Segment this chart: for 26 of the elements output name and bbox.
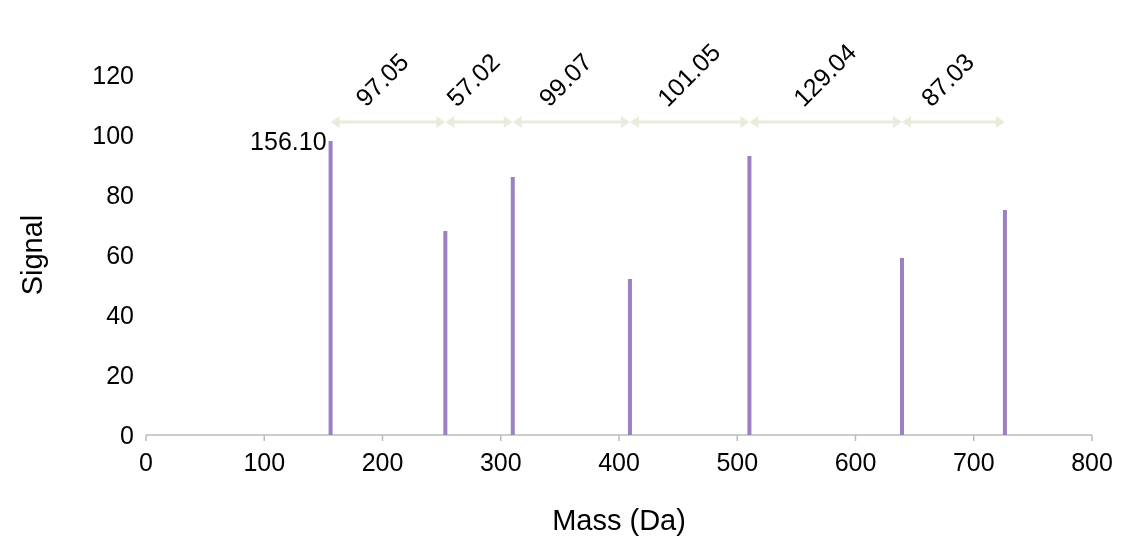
- y-tick-label: 100: [92, 121, 134, 149]
- x-tick-label: 600: [834, 448, 877, 476]
- x-tick-label: 300: [479, 448, 522, 476]
- x-tick-label: 700: [952, 448, 995, 476]
- bar: [900, 258, 905, 435]
- x-tick-label: 400: [598, 448, 640, 476]
- y-tick-label: 120: [92, 61, 134, 89]
- bar: [443, 231, 448, 435]
- y-tick-label: 20: [106, 361, 134, 389]
- x-tick-label: 0: [139, 448, 153, 476]
- y-tick-label: 60: [106, 241, 134, 269]
- bar: [1002, 210, 1007, 435]
- x-tick-label: 100: [243, 448, 286, 476]
- y-tick-label: 0: [120, 421, 134, 449]
- bar: [510, 177, 515, 435]
- bar: [747, 156, 752, 435]
- bar: [328, 141, 333, 435]
- x-tick-label: 200: [361, 448, 404, 476]
- annotation: 156.10: [250, 127, 327, 155]
- x-axis-title: Mass (Da): [552, 504, 686, 536]
- bar: [627, 279, 632, 435]
- y-axis-title: Signal: [16, 214, 48, 296]
- x-tick-label: 800: [1071, 448, 1113, 476]
- x-tick-label: 500: [716, 448, 759, 476]
- y-tick-label: 80: [106, 181, 134, 209]
- y-tick-label: 40: [106, 301, 134, 329]
